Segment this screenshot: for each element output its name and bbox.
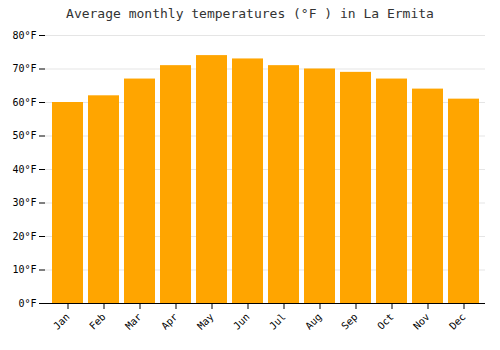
svg-text:Mar: Mar (123, 311, 144, 332)
svg-text:Apr: Apr (159, 311, 180, 332)
svg-text:Feb: Feb (87, 311, 108, 332)
svg-text:40°F: 40°F (12, 164, 36, 175)
svg-text:70°F: 70°F (12, 63, 36, 74)
svg-text:20°F: 20°F (12, 231, 36, 242)
svg-text:Dec: Dec (447, 311, 468, 332)
svg-text:Jul: Jul (267, 311, 288, 332)
svg-text:30°F: 30°F (12, 197, 36, 208)
svg-text:Aug: Aug (303, 311, 324, 332)
svg-text:Jun: Jun (231, 311, 252, 332)
svg-text:Sep: Sep (339, 311, 360, 332)
svg-text:80°F: 80°F (12, 30, 36, 41)
svg-text:May: May (195, 311, 216, 332)
svg-text:10°F: 10°F (12, 264, 36, 275)
svg-text:Oct: Oct (375, 311, 396, 332)
html-text:Average monthly temperatures (: Average monthly temperatures (°F ) in La… (66, 6, 434, 21)
svg-text:Jan: Jan (51, 311, 72, 332)
svg-text:0°F: 0°F (18, 298, 36, 309)
svg-text:Nov: Nov (411, 311, 432, 332)
svg-text:50°F: 50°F (12, 130, 36, 141)
svg-text:60°F: 60°F (12, 97, 36, 108)
